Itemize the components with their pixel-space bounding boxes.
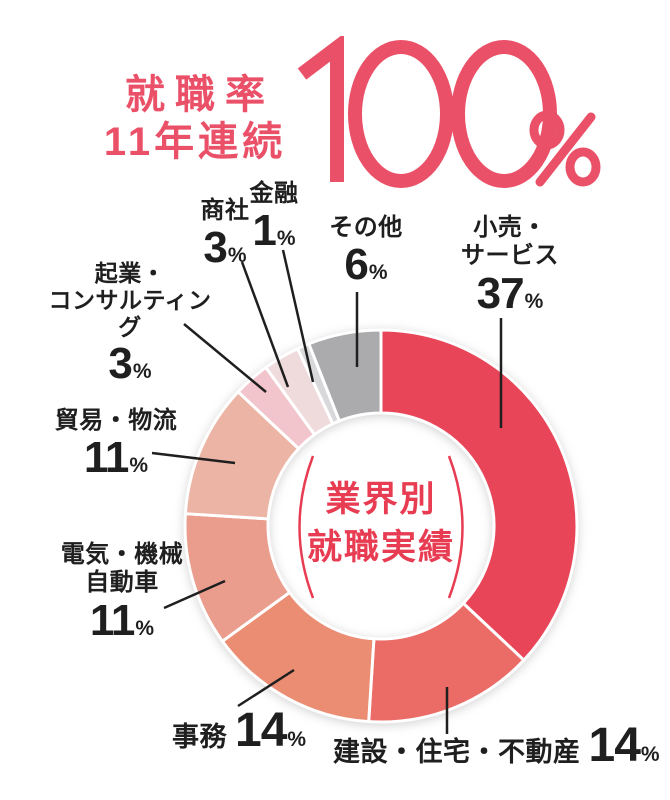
big-100-percent-graphic — [297, 36, 601, 188]
callout-value: 3 — [108, 339, 133, 389]
callout-electric-machinery-auto: 電気・機械 自動車 11% — [42, 541, 202, 643]
center-label: 業界別 就職実績 — [266, 476, 496, 573]
leader-line-startup — [183, 323, 267, 393]
leader-line-office — [237, 668, 295, 708]
header-title-line1: 就職率 — [125, 73, 275, 117]
header-title-line2: 11年連続 — [103, 120, 287, 165]
percent-bottom-circle — [565, 147, 601, 187]
digit-1 — [297, 36, 344, 182]
center-paren-right — [447, 455, 464, 599]
callout-value: 3 — [203, 223, 228, 273]
callout-unit: % — [227, 244, 247, 268]
callout-unit: % — [135, 616, 155, 640]
callout-label: 電気・機械 — [60, 541, 184, 568]
callout-value: 14 — [235, 704, 287, 757]
donut-segments — [183, 328, 579, 724]
callout-value: 6 — [344, 240, 369, 290]
callout-trade-logistics: 貿易・物流 11% — [36, 407, 196, 480]
callout-label: 小売・ — [473, 214, 547, 241]
callout-others: その他 6% — [318, 214, 414, 287]
callout-office-work: 事務 14% — [172, 707, 306, 755]
callout-label: 自動車 — [85, 569, 159, 597]
callout-label: サービス — [461, 242, 559, 270]
callout-label: 金融 — [249, 180, 299, 207]
callout-unit: % — [524, 289, 544, 313]
callout-label: コンサルティング — [48, 287, 212, 341]
leader-lines — [151, 249, 503, 734]
callout-unit: % — [129, 454, 149, 478]
header-title: 就職率 11年連続 — [92, 72, 298, 166]
center-label-line2: 就職実績 — [306, 528, 455, 568]
callout-unit: % — [640, 743, 660, 766]
callout-startup-consulting: 起業・ コンサルティング 3% — [38, 260, 222, 386]
callout-label: 貿易・物流 — [54, 407, 178, 434]
callout-unit: % — [276, 227, 296, 251]
donut-segment-1 — [379, 328, 579, 662]
callout-label: 建設・住宅・不動産 — [333, 737, 581, 767]
callout-value: 1 — [252, 206, 277, 256]
callout-label: 起業・ — [94, 260, 166, 286]
digit-0-first — [348, 40, 454, 188]
callout-unit: % — [132, 360, 152, 384]
center-parentheses — [298, 455, 464, 599]
callout-value: 14 — [588, 719, 641, 772]
callout-value: 11 — [83, 433, 130, 483]
callout-unit: % — [368, 261, 388, 285]
leader-line-electric — [163, 579, 226, 610]
callout-label: その他 — [329, 214, 403, 241]
callout-finance: 金融 1% — [238, 180, 310, 253]
center-label-line1: 業界別 — [325, 480, 437, 519]
callout-trading-company: 商社 3% — [188, 197, 262, 270]
leader-line-trading — [240, 261, 290, 388]
percent-sign — [529, 110, 601, 187]
leader-line-trade — [151, 451, 236, 465]
callout-label: 商社 — [200, 197, 250, 224]
donut-segment-9 — [307, 328, 383, 423]
callout-unit: % — [287, 728, 307, 751]
callout-value: 11 — [89, 595, 136, 645]
big-100-strokes — [297, 36, 601, 188]
leader-line-finance — [281, 249, 315, 383]
callout-label: 事務 — [172, 722, 227, 752]
callout-value: 37 — [476, 268, 525, 318]
center-paren-left — [298, 455, 315, 599]
callout-retail-service: 小売・ サービス 37% — [440, 214, 580, 316]
percent-slash — [535, 112, 596, 187]
percent-top-circle — [529, 110, 565, 150]
callout-construction-housing-realestate: 建設・住宅・不動産 14% — [333, 722, 660, 770]
